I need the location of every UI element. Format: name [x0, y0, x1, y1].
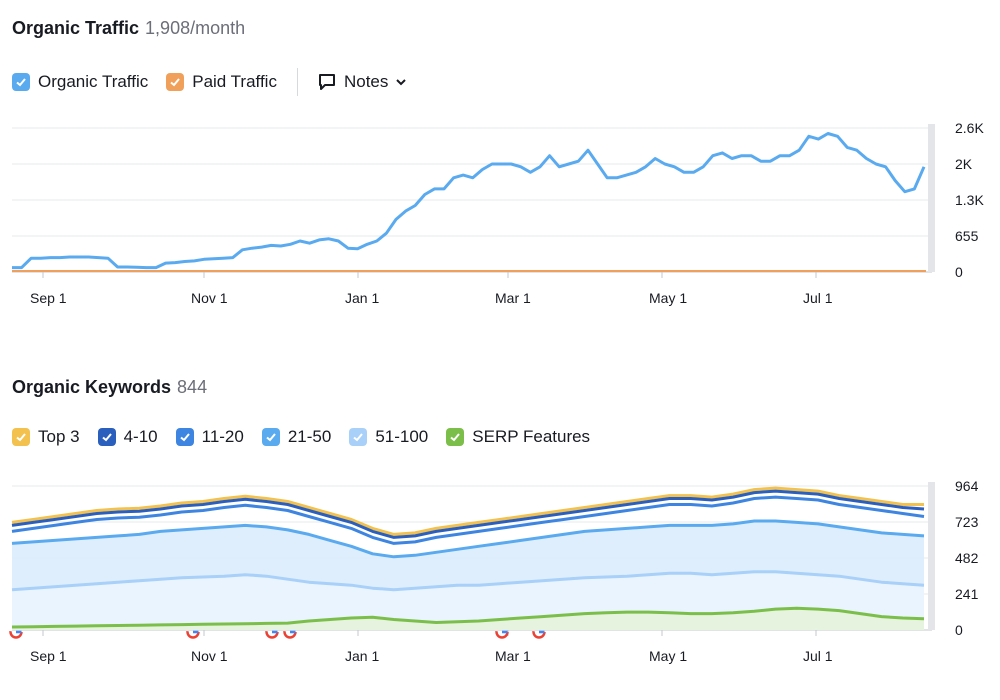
checkbox-checked-icon[interactable] [12, 428, 30, 446]
x-tick-label: Sep 1 [30, 648, 67, 664]
google-update-icon [186, 625, 200, 639]
x-tick-label: May 1 [649, 290, 687, 306]
legend-label: 51-100 [375, 427, 429, 446]
y-tick-label: 0 [955, 622, 963, 638]
series-11-20 [11, 495, 925, 545]
google-update-icon [283, 625, 297, 639]
legend-21-50[interactable]: 21-50 [261, 427, 332, 447]
keywords-subtitle: 844 [177, 377, 208, 397]
legend-label: 21-50 [287, 427, 332, 446]
legend-4-10[interactable]: 4-10 [97, 427, 158, 447]
y-tick-label: 2K [955, 156, 973, 172]
y-tick-label: 241 [955, 586, 979, 602]
legend-label: Paid Traffic [192, 72, 277, 91]
traffic-subtitle: 1,908/month [145, 18, 246, 38]
legend-label: Top 3 [38, 427, 80, 446]
x-tick-label: Jul 1 [803, 290, 833, 306]
series-top-3 [11, 486, 924, 536]
checkbox-checked-icon[interactable] [175, 428, 194, 446]
legend-serp-features[interactable]: SERP Features [446, 427, 590, 447]
y-tick-label: 1.3K [955, 192, 984, 208]
series-51-100 [11, 570, 925, 592]
x-tick-label: Mar 1 [495, 290, 531, 306]
checkbox-checked-icon[interactable] [12, 73, 30, 91]
comment-icon [318, 74, 335, 90]
y-tick-label: 964 [955, 478, 979, 494]
x-tick-label: Nov 1 [191, 290, 228, 306]
google-update-icon [495, 625, 509, 639]
y-tick-label: 723 [955, 514, 979, 530]
checkbox-checked-icon[interactable] [349, 428, 368, 446]
traffic-title: Organic Traffic 1,908/month [12, 18, 245, 39]
y-tick-label: 482 [955, 550, 979, 566]
notes-label: Notes [343, 72, 389, 91]
legend-label: 4-10 [123, 427, 158, 446]
x-tick-label: Nov 1 [191, 648, 228, 664]
series-21-50 [11, 519, 925, 559]
legend-51-100[interactable]: 51-100 [349, 427, 428, 447]
checkbox-checked-icon[interactable] [446, 428, 465, 446]
checkbox-checked-icon[interactable] [166, 73, 185, 91]
keywords-legend: Top 3 4-10 11-20 21-50 51-100 SERP Features [12, 427, 608, 447]
x-tick-label: Jul 1 [803, 648, 833, 664]
legend-label: Organic Traffic [38, 72, 149, 91]
legend-paid-traffic[interactable]: Paid Traffic [166, 72, 277, 92]
series-4-10 [11, 489, 925, 539]
chevron-down-icon [396, 79, 407, 86]
y-tick-label: 0 [955, 264, 963, 280]
series-organic-traffic [12, 132, 926, 270]
google-update-icon [532, 625, 546, 639]
google-update-icon [9, 625, 23, 639]
x-tick-label: Sep 1 [30, 290, 67, 306]
scroll-handle [928, 482, 935, 630]
checkbox-checked-icon[interactable] [261, 428, 280, 446]
y-tick-label: 2.6K [955, 120, 984, 136]
legend-11-20[interactable]: 11-20 [175, 427, 244, 447]
keywords-title-text: Organic Keywords [12, 377, 172, 397]
x-tick-label: May 1 [649, 648, 687, 664]
checkbox-checked-icon[interactable] [97, 428, 116, 446]
notes-dropdown[interactable]: Notes [318, 72, 416, 92]
series-serp-features [11, 606, 925, 629]
x-tick-label: Jan 1 [345, 290, 379, 306]
legend-organic-traffic[interactable]: Organic Traffic [12, 72, 148, 92]
organic-keywords-chart[interactable]: 964 723 482 241 0 Sep 1 Nov 1 Jan 1 Mar 1 May 1 Ju… [0, 470, 1000, 680]
organic-traffic-chart[interactable]: 2.6K 2K 1.3K 655 0 Sep 1 Nov 1 Jan 1 Mar 1 May 1 J… [0, 110, 1000, 320]
legend-divider [296, 68, 298, 96]
scroll-handle [928, 124, 935, 272]
google-update-icon [265, 625, 279, 639]
traffic-title-text: Organic Traffic [12, 18, 140, 38]
x-tick-label: Jan 1 [345, 648, 379, 664]
y-tick-label: 655 [955, 228, 979, 244]
keywords-title: Organic Keywords 844 [12, 377, 207, 398]
x-tick-label: Mar 1 [495, 648, 531, 664]
traffic-legend: Organic Traffic Paid Traffic Notes [12, 68, 416, 96]
legend-label: 11-20 [201, 427, 244, 446]
legend-top-3[interactable]: Top 3 [12, 427, 80, 447]
legend-label: SERP Features [472, 427, 591, 446]
